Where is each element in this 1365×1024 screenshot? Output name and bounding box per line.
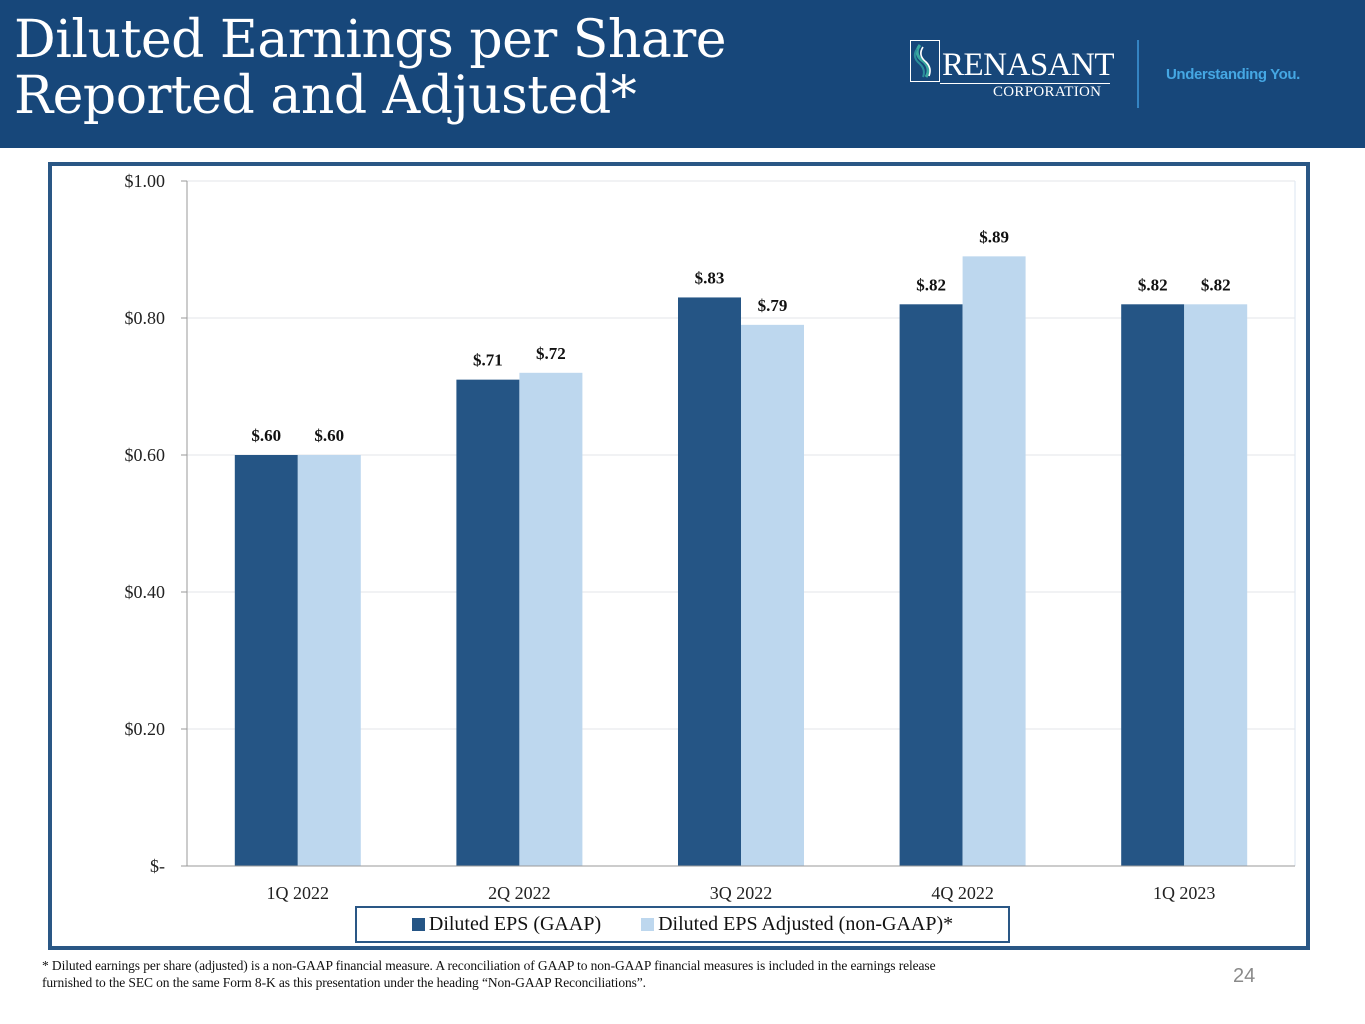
bar-adjusted <box>962 256 1026 867</box>
y-tick-label: $1.00 <box>125 171 166 191</box>
chart-legend: Diluted EPS (GAAP) Diluted EPS Adjusted … <box>355 906 1010 943</box>
y-tick-label: $- <box>150 856 165 876</box>
tagline: Understanding You. <box>1166 66 1300 83</box>
data-label: $.72 <box>536 344 566 363</box>
slide-header: Diluted Earnings per Share Reported and … <box>0 0 1365 148</box>
bar-gaap <box>234 455 298 866</box>
x-tick-label: 4Q 2022 <box>931 883 994 903</box>
legend-swatch-gaap <box>411 918 425 931</box>
bar-adjusted <box>1184 304 1248 866</box>
logo-emblem-icon <box>910 40 940 82</box>
bars <box>234 256 1248 867</box>
legend-swatch-adjusted <box>641 918 655 931</box>
y-tick-label: $0.80 <box>125 308 166 328</box>
bar-adjusted <box>297 455 361 866</box>
leaf-swoosh-icon <box>913 44 931 78</box>
x-tick-label: 2Q 2022 <box>488 883 551 903</box>
data-label: $.82 <box>1138 275 1168 294</box>
footnote-line-1: * Diluted earnings per share (adjusted) … <box>42 958 936 973</box>
legend-label-gaap: Diluted EPS (GAAP) <box>428 913 602 935</box>
title-line-2: Reported and Adjusted* <box>14 66 637 126</box>
legend-item-gaap: Diluted EPS (GAAP) <box>411 913 602 936</box>
data-label: $.60 <box>314 426 344 445</box>
data-label: $.83 <box>695 268 725 287</box>
footnote-line-2: furnished to the SEC on the same Form 8-… <box>42 975 646 990</box>
data-label: $.82 <box>1201 275 1231 294</box>
data-label: $.71 <box>473 351 503 370</box>
labels: $- $0.20 $0.40 $0.60 $0.80 $1.00 $.60 $.60 1Q 20… <box>125 171 1231 903</box>
bar-gaap <box>456 379 520 866</box>
data-label: $.82 <box>916 275 946 294</box>
title-line-1: Diluted Earnings per Share <box>14 10 727 70</box>
bar-adjusted <box>519 372 583 866</box>
y-tick-label: $0.60 <box>125 445 166 465</box>
logo-name: RENASANT <box>942 47 1115 83</box>
y-tick-label: $0.40 <box>125 582 166 602</box>
logo-subtitle: CORPORATION <box>993 84 1102 100</box>
bar-adjusted <box>741 324 804 867</box>
footnote: * Diluted earnings per share (adjusted) … <box>42 957 1202 991</box>
bar-gaap <box>1121 304 1185 866</box>
legend-item-adjusted: Diluted EPS Adjusted (non-GAAP)* <box>641 913 953 936</box>
data-label: $.60 <box>251 426 281 445</box>
x-tick-label: 1Q 2022 <box>267 883 330 903</box>
company-logo: RENASANT CORPORATION <box>910 40 1115 102</box>
bar-gaap <box>678 297 741 866</box>
x-tick-label: 1Q 2023 <box>1153 883 1216 903</box>
logo-rule <box>940 83 1110 84</box>
y-tick-label: $0.20 <box>125 719 166 739</box>
legend-label-adjusted: Diluted EPS Adjusted (non-GAAP)* <box>658 913 954 935</box>
slide-title: Diluted Earnings per Share Reported and … <box>14 10 727 126</box>
data-label: $.89 <box>979 227 1009 246</box>
bar-gaap <box>899 304 963 866</box>
axes <box>181 180 1295 867</box>
x-tick-label: 3Q 2022 <box>710 883 773 903</box>
header-divider <box>1137 40 1139 108</box>
page-number: 24 <box>1233 965 1256 987</box>
data-label: $.79 <box>758 296 788 315</box>
